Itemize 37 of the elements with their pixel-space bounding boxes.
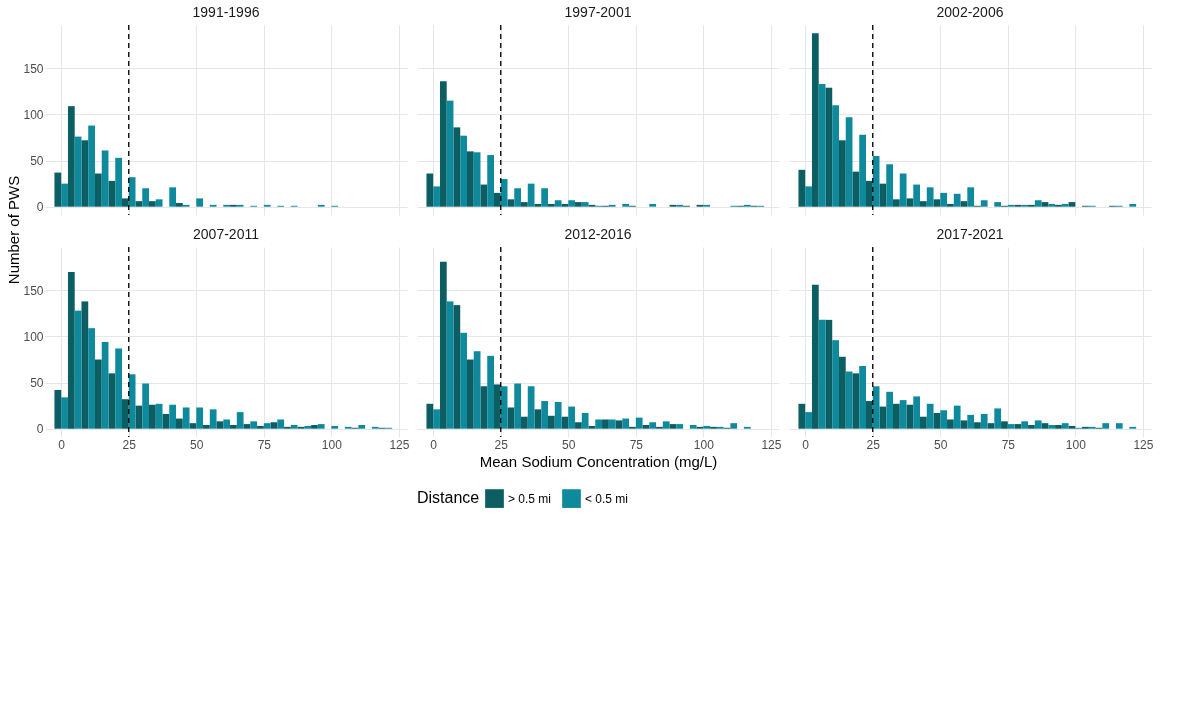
x-tick-label: 50: [934, 437, 948, 452]
y-tick-label: 100: [23, 329, 44, 344]
legend-label: < 0.5 mi: [585, 491, 629, 506]
x-tick-label: 75: [629, 437, 644, 452]
x-tick-label: 100: [1065, 437, 1087, 452]
chart-title: 2012-2016: [564, 226, 632, 243]
x-tick-label: 50: [190, 437, 204, 452]
chart-title: 2007-2011: [193, 226, 260, 243]
x-tick-label: 75: [257, 437, 272, 452]
x-tick-label: 75: [1001, 437, 1016, 452]
y-tick-label: 100: [23, 107, 44, 122]
chart-title: 1991-1996: [192, 4, 260, 21]
x-tick-label: 125: [761, 437, 782, 452]
x-tick-label: 0: [802, 437, 810, 452]
x-tick-label: 100: [693, 437, 715, 452]
x-tick-label: 25: [866, 437, 881, 452]
x-tick-label: 0: [430, 437, 438, 452]
legend-title: Distance: [417, 489, 480, 506]
legend-label: > 0.5 mi: [508, 491, 552, 506]
x-tick-label: 0: [58, 437, 66, 452]
y-tick-label: 50: [30, 376, 44, 391]
chart-title: 1997-2001: [564, 4, 632, 21]
y-tick-label: 150: [23, 61, 44, 76]
x-tick-label: 25: [494, 437, 509, 452]
y-tick-label: 0: [36, 200, 44, 215]
chart-title: 2017-2021: [936, 226, 1004, 243]
x-axis-title: Mean Sodium Concentration (mg/L): [479, 452, 718, 470]
x-tick-label: 100: [321, 437, 343, 452]
y-tick-label: 50: [30, 154, 44, 169]
x-tick-label: 50: [562, 437, 576, 452]
x-tick-label: 25: [122, 437, 137, 452]
y-axis-title: Number of PWS: [5, 175, 22, 285]
chart-title: 2002-2006: [936, 4, 1004, 21]
y-tick-label: 150: [23, 283, 44, 298]
y-tick-label: 0: [36, 422, 44, 437]
x-tick-label: 125: [389, 437, 410, 452]
x-tick-label: 125: [1133, 437, 1154, 452]
